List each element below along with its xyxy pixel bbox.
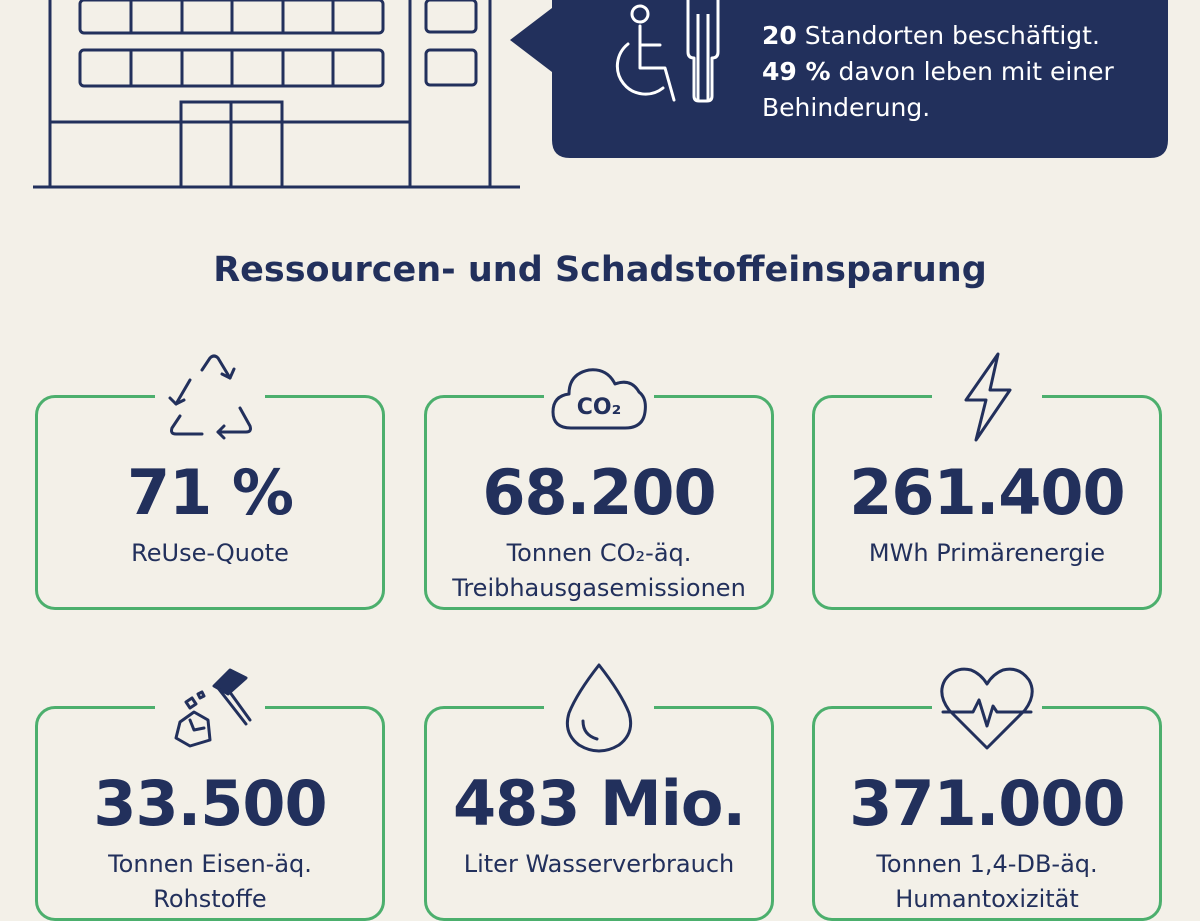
stat-label: ReUse-Quote xyxy=(38,536,382,571)
bubble-text: und 20 Standorten beschäftigt. 49 % davo… xyxy=(762,0,1162,126)
stat-label: Liter Wasserverbrauch xyxy=(427,847,771,882)
stat-value: 71 % xyxy=(127,456,294,529)
stat-label-line-1: ReUse-Quote xyxy=(131,539,289,567)
svg-text:CO₂: CO₂ xyxy=(577,395,621,420)
intro-locations-count: 20 xyxy=(762,21,797,50)
pickaxe-icon xyxy=(155,659,265,759)
stat-card-human-toxicity: 371.000 Tonnen 1,4-DB-äq. Humantoxizität xyxy=(812,659,1162,921)
stat-label-line-1: Liter Wasserverbrauch xyxy=(463,850,735,878)
wheelchair-icon xyxy=(615,4,676,102)
intro-disability-percent: 49 % xyxy=(762,57,831,86)
person-icon xyxy=(686,0,720,103)
building-illustration xyxy=(33,0,520,189)
intro-line-2: 20 Standorten beschäftigt. xyxy=(762,18,1162,54)
intro-line-4: Behinderung. xyxy=(762,93,931,122)
co2-cloud-icon: CO₂ xyxy=(544,348,654,448)
section-title: Ressourcen- und Schadstoffeinsparung xyxy=(213,250,987,290)
lightning-icon xyxy=(932,348,1042,448)
stat-card-raw-materials: 33.500 Tonnen Eisen-äq. Rohstoffe xyxy=(35,659,385,921)
stat-card-reuse: 71 % ReUse-Quote xyxy=(35,348,385,610)
stat-label: Tonnen Eisen-äq. Rohstoffe xyxy=(38,847,382,917)
stat-card-water: 483 Mio. Liter Wasserverbrauch xyxy=(424,659,774,921)
heart-pulse-icon xyxy=(932,659,1042,759)
stat-label-line-1: Tonnen CO₂-äq. xyxy=(506,539,692,567)
stat-label-line-1: MWh Primärenergie xyxy=(868,539,1106,567)
stat-value: 483 Mio. xyxy=(452,767,746,840)
info-bubble xyxy=(510,0,1168,158)
water-drop-icon xyxy=(544,659,654,759)
intro-line-3: 49 % davon leben mit einer xyxy=(762,54,1162,90)
stat-card-co2: CO₂ 68.200 Tonnen CO₂-äq. Treibhausgasem… xyxy=(424,348,774,610)
stat-label-line-1: Tonnen Eisen-äq. xyxy=(108,850,312,878)
intro-disability-text: davon leben mit einer xyxy=(830,57,1114,86)
intro-locations-text: Standorten beschäftigt. xyxy=(796,21,1100,50)
stat-value: 371.000 xyxy=(849,767,1125,840)
stat-label: MWh Primärenergie xyxy=(815,536,1159,571)
stat-label-line-1: Tonnen 1,4-DB-äq. xyxy=(876,850,1098,878)
stat-label-line-2: Treibhausgasemissionen xyxy=(452,574,746,602)
stat-card-energy: 261.400 MWh Primärenergie xyxy=(812,348,1162,610)
stat-value: 33.500 xyxy=(93,767,327,840)
stat-value: 261.400 xyxy=(849,456,1125,529)
recycle-icon xyxy=(155,348,265,448)
stat-label: Tonnen CO₂-äq. Treibhausgasemissionen xyxy=(427,536,771,606)
stat-value: 68.200 xyxy=(482,456,716,529)
stat-label: Tonnen 1,4-DB-äq. Humantoxizität xyxy=(815,847,1159,917)
